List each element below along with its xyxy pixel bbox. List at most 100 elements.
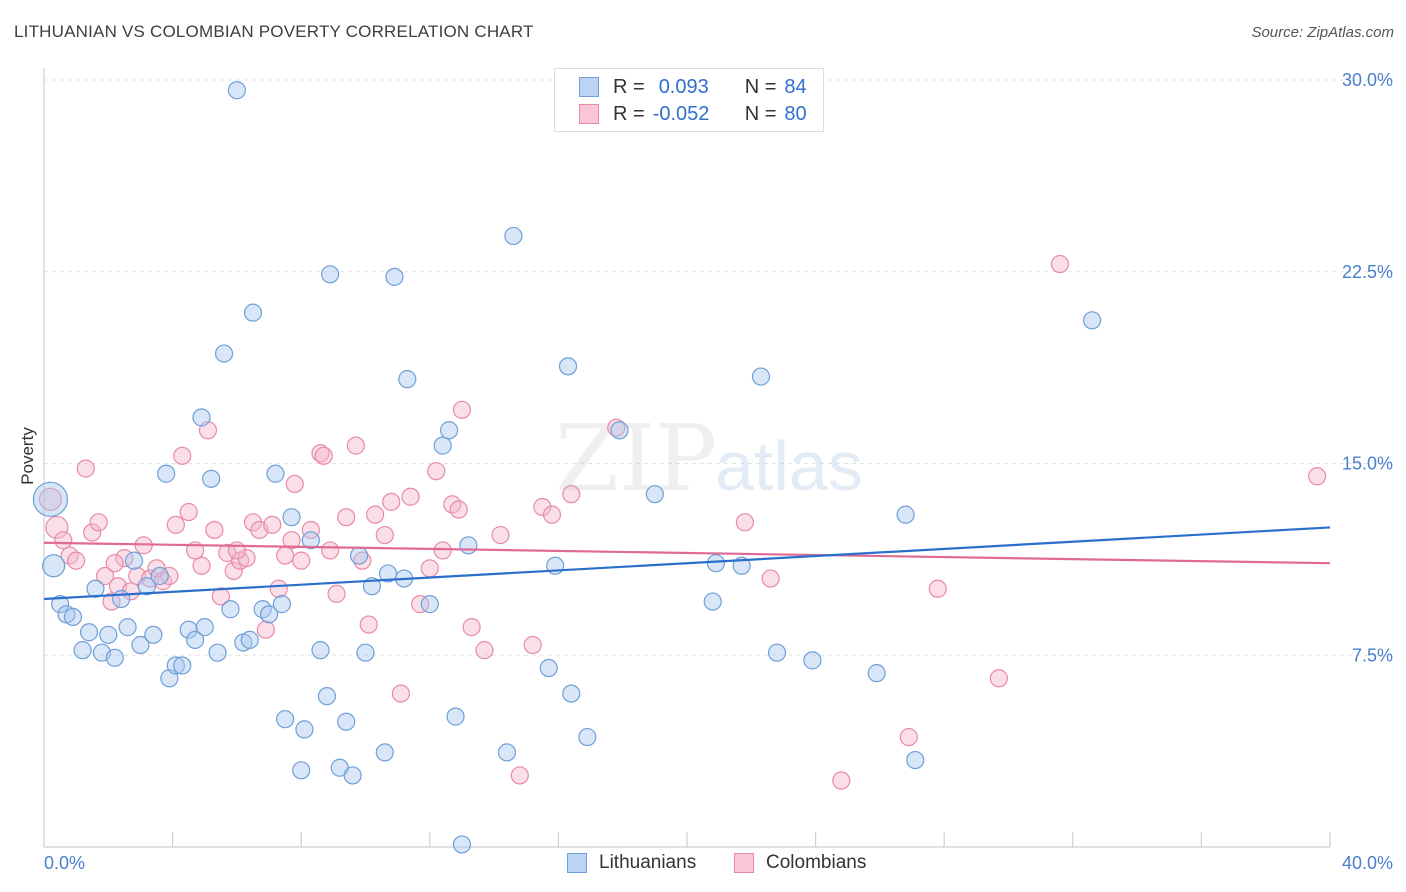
data-point: [54, 531, 73, 550]
y-tick-label: 22.5%: [1342, 262, 1393, 282]
data-point: [144, 625, 163, 644]
data-point: [732, 556, 751, 575]
data-point: [105, 554, 124, 573]
data-point: [269, 579, 288, 598]
data-point: [401, 487, 420, 506]
data-point: [73, 641, 92, 660]
legend-r-value: 0.093: [658, 75, 709, 98]
data-point: [263, 515, 282, 534]
data-point: [95, 566, 115, 586]
data-point: [121, 582, 140, 601]
legend-r-value: -0.052: [652, 102, 710, 125]
data-point: [433, 436, 452, 455]
watermark-atlas: atlas: [715, 427, 863, 505]
data-point: [311, 641, 330, 660]
bottom-legend-lithuanians: Lithuanians: [567, 852, 696, 874]
data-point: [989, 669, 1008, 688]
data-point: [211, 587, 230, 606]
data-point: [124, 551, 144, 570]
data-point: [243, 303, 263, 322]
data-point: [899, 727, 918, 747]
data-point: [186, 630, 205, 650]
data-point: [321, 541, 340, 560]
data-point: [375, 743, 394, 762]
lithuanians-points: [32, 81, 1102, 854]
data-point: [452, 400, 472, 419]
data-point: [1050, 254, 1070, 274]
stats-legend: R = 0.093 N = 84 R = -0.052 N = 80: [554, 68, 824, 132]
data-point: [205, 520, 224, 540]
y-tick-label: 30.0%: [1342, 70, 1393, 90]
data-point: [449, 500, 468, 519]
data-point: [301, 520, 320, 540]
data-point: [321, 265, 340, 284]
data-point: [50, 595, 70, 614]
data-point: [1082, 311, 1102, 330]
y-axis-label: Poverty: [18, 427, 37, 485]
data-point: [562, 485, 581, 504]
data-point: [137, 577, 156, 596]
data-point: [282, 508, 301, 527]
data-point: [533, 497, 552, 517]
data-point: [346, 436, 365, 455]
data-point: [179, 502, 198, 522]
data-point: [63, 607, 83, 627]
data-point: [459, 536, 478, 555]
data-point: [227, 541, 246, 560]
data-point: [703, 592, 722, 611]
data-point: [767, 643, 787, 662]
data-point: [224, 561, 243, 580]
legend-swatch-blue: [579, 77, 599, 97]
data-point: [150, 566, 169, 586]
data-point: [89, 513, 108, 532]
data-point: [314, 446, 333, 465]
data-point: [375, 525, 394, 545]
legend-row-lithuanians: R = 0.093 N = 84: [579, 74, 807, 100]
data-point: [214, 344, 234, 363]
data-point: [378, 564, 398, 583]
legend-row-colombians: R = -0.052 N = 80: [579, 101, 807, 127]
data-point: [99, 625, 118, 644]
data-point: [420, 559, 439, 578]
data-point: [411, 595, 430, 614]
data-point: [578, 727, 597, 747]
data-point: [173, 446, 192, 465]
data-point: [803, 651, 822, 670]
data-point: [382, 492, 401, 511]
data-point: [301, 531, 320, 550]
data-point: [86, 579, 105, 598]
data-point: [420, 595, 439, 614]
data-point: [497, 743, 517, 762]
data-point: [896, 505, 915, 524]
data-point: [439, 421, 459, 440]
bottom-legend-colombians: Colombians: [734, 852, 866, 874]
data-point: [353, 551, 372, 570]
data-point: [446, 707, 465, 726]
data-point: [398, 370, 417, 389]
data-point: [349, 546, 369, 565]
data-point: [292, 551, 311, 570]
data-point: [475, 641, 494, 660]
data-point: [173, 656, 192, 675]
legend-n-label: N =: [744, 75, 777, 98]
data-point: [45, 515, 69, 540]
data-point: [192, 408, 211, 427]
data-point: [832, 771, 851, 790]
data-point: [607, 418, 626, 437]
legend-n-value: 84: [784, 75, 807, 98]
colombians-points: [38, 254, 1327, 790]
legend-n-label: N =: [744, 102, 777, 125]
legend-n-value: 80: [784, 102, 807, 125]
data-point: [256, 620, 275, 639]
legend-r-label: R =: [613, 75, 645, 98]
data-point: [259, 605, 279, 624]
legend-swatch-pink: [579, 104, 599, 124]
data-point: [237, 548, 256, 568]
data-point: [327, 584, 346, 603]
data-point: [112, 589, 131, 609]
data-point: [285, 474, 304, 494]
data-point: [356, 643, 375, 662]
data-point: [452, 835, 472, 854]
data-point: [928, 579, 947, 598]
data-point: [131, 635, 150, 655]
